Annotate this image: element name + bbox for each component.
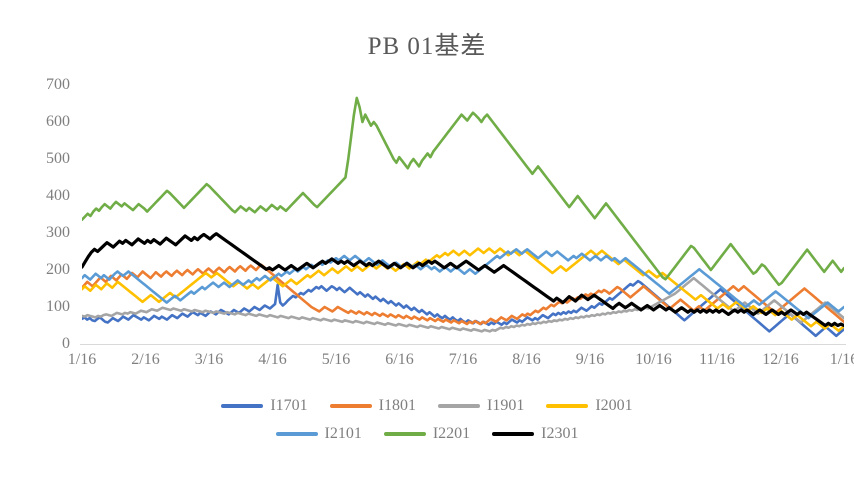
x-axis-tick-5: 6/16 bbox=[385, 351, 414, 368]
y-axis-tick-600: 600 bbox=[46, 113, 70, 130]
y-axis-tick-400: 400 bbox=[46, 187, 70, 204]
legend-label-I1901: I1901 bbox=[487, 397, 525, 414]
legend-label-I2101: I2101 bbox=[324, 425, 362, 442]
series-line-I2201 bbox=[82, 96, 844, 287]
legend-item-I2301[interactable]: I2301 bbox=[492, 425, 578, 443]
y-axis-tick-500: 500 bbox=[46, 150, 70, 167]
y-axis-tick-300: 300 bbox=[46, 224, 70, 241]
x-axis-tick-1: 2/16 bbox=[131, 351, 160, 368]
legend-item-I2101[interactable]: I2101 bbox=[275, 425, 362, 443]
legend-row-0: I1701 I1801 I1901 I2001 bbox=[0, 392, 854, 420]
chart-title: PB 01基差 bbox=[367, 33, 487, 60]
plot-svg bbox=[82, 96, 844, 338]
legend-swatch-I2101 bbox=[275, 432, 318, 436]
legend-label-I2001: I2001 bbox=[595, 397, 633, 414]
legend-item-I2201[interactable]: I2201 bbox=[383, 425, 471, 443]
y-axis-tick-700: 700 bbox=[46, 76, 70, 93]
y-axis-tick-0: 0 bbox=[62, 335, 70, 352]
legend-swatch-I1701 bbox=[221, 404, 264, 408]
legend-label-I2201: I2201 bbox=[432, 425, 471, 442]
x-axis-tick-3: 4/16 bbox=[258, 351, 287, 368]
x-axis: 1/16 2/16 3/16 4/16 5/16 6/16 7/16 8/16 9/16 10/1… bbox=[0, 351, 854, 377]
legend-label-I2301: I2301 bbox=[541, 425, 579, 442]
x-axis-tick-0: 1/16 bbox=[67, 351, 97, 368]
legend-label-I1801: I1801 bbox=[378, 397, 416, 414]
legend-label-I1701: I1701 bbox=[270, 397, 308, 414]
y-axis-tick-100: 100 bbox=[46, 298, 70, 315]
legend-row-1: I2101 I2201 I2301 bbox=[0, 420, 854, 448]
legend-item-I1801[interactable]: I1801 bbox=[329, 397, 416, 415]
series-line-I2101 bbox=[82, 247, 844, 320]
legend-swatch-I1801 bbox=[329, 404, 372, 408]
series-line-I1901 bbox=[82, 276, 844, 333]
x-axis-tick-12: 1/16 bbox=[829, 351, 854, 368]
y-axis-tick-200: 200 bbox=[46, 261, 70, 278]
plot-area bbox=[82, 85, 844, 344]
legend-item-I1701[interactable]: I1701 bbox=[221, 397, 308, 415]
x-axis-tick-8: 9/16 bbox=[575, 351, 605, 368]
x-axis-tick-9: 10/16 bbox=[635, 351, 672, 368]
series-line-I2001 bbox=[82, 247, 844, 332]
legend-swatch-I2001 bbox=[546, 404, 589, 408]
legend-item-I1901[interactable]: I1901 bbox=[438, 397, 524, 415]
series-line-I2301 bbox=[82, 232, 844, 328]
y-axis: 700 600 500 400 300 200 100 0 bbox=[0, 76, 76, 352]
legend-item-I2001[interactable]: I2001 bbox=[546, 397, 633, 415]
series-line-I1801 bbox=[82, 263, 844, 326]
x-axis-tick-6: 7/16 bbox=[448, 351, 478, 368]
x-axis-tick-7: 8/16 bbox=[512, 351, 541, 368]
legend-swatch-I2201 bbox=[383, 432, 426, 436]
x-axis-tick-2: 3/16 bbox=[194, 351, 224, 368]
x-axis-tick-11: 12/16 bbox=[762, 351, 799, 368]
legend-swatch-I1901 bbox=[438, 404, 480, 408]
x-axis-line bbox=[80, 343, 846, 346]
chart-legend: I1701 I1801 I1901 I2001 I2101 I2201 I2301 bbox=[0, 392, 854, 448]
x-axis-tick-10: 11/16 bbox=[699, 351, 735, 368]
x-axis-tick-4: 5/16 bbox=[321, 351, 351, 368]
legend-swatch-I2301 bbox=[492, 432, 535, 436]
